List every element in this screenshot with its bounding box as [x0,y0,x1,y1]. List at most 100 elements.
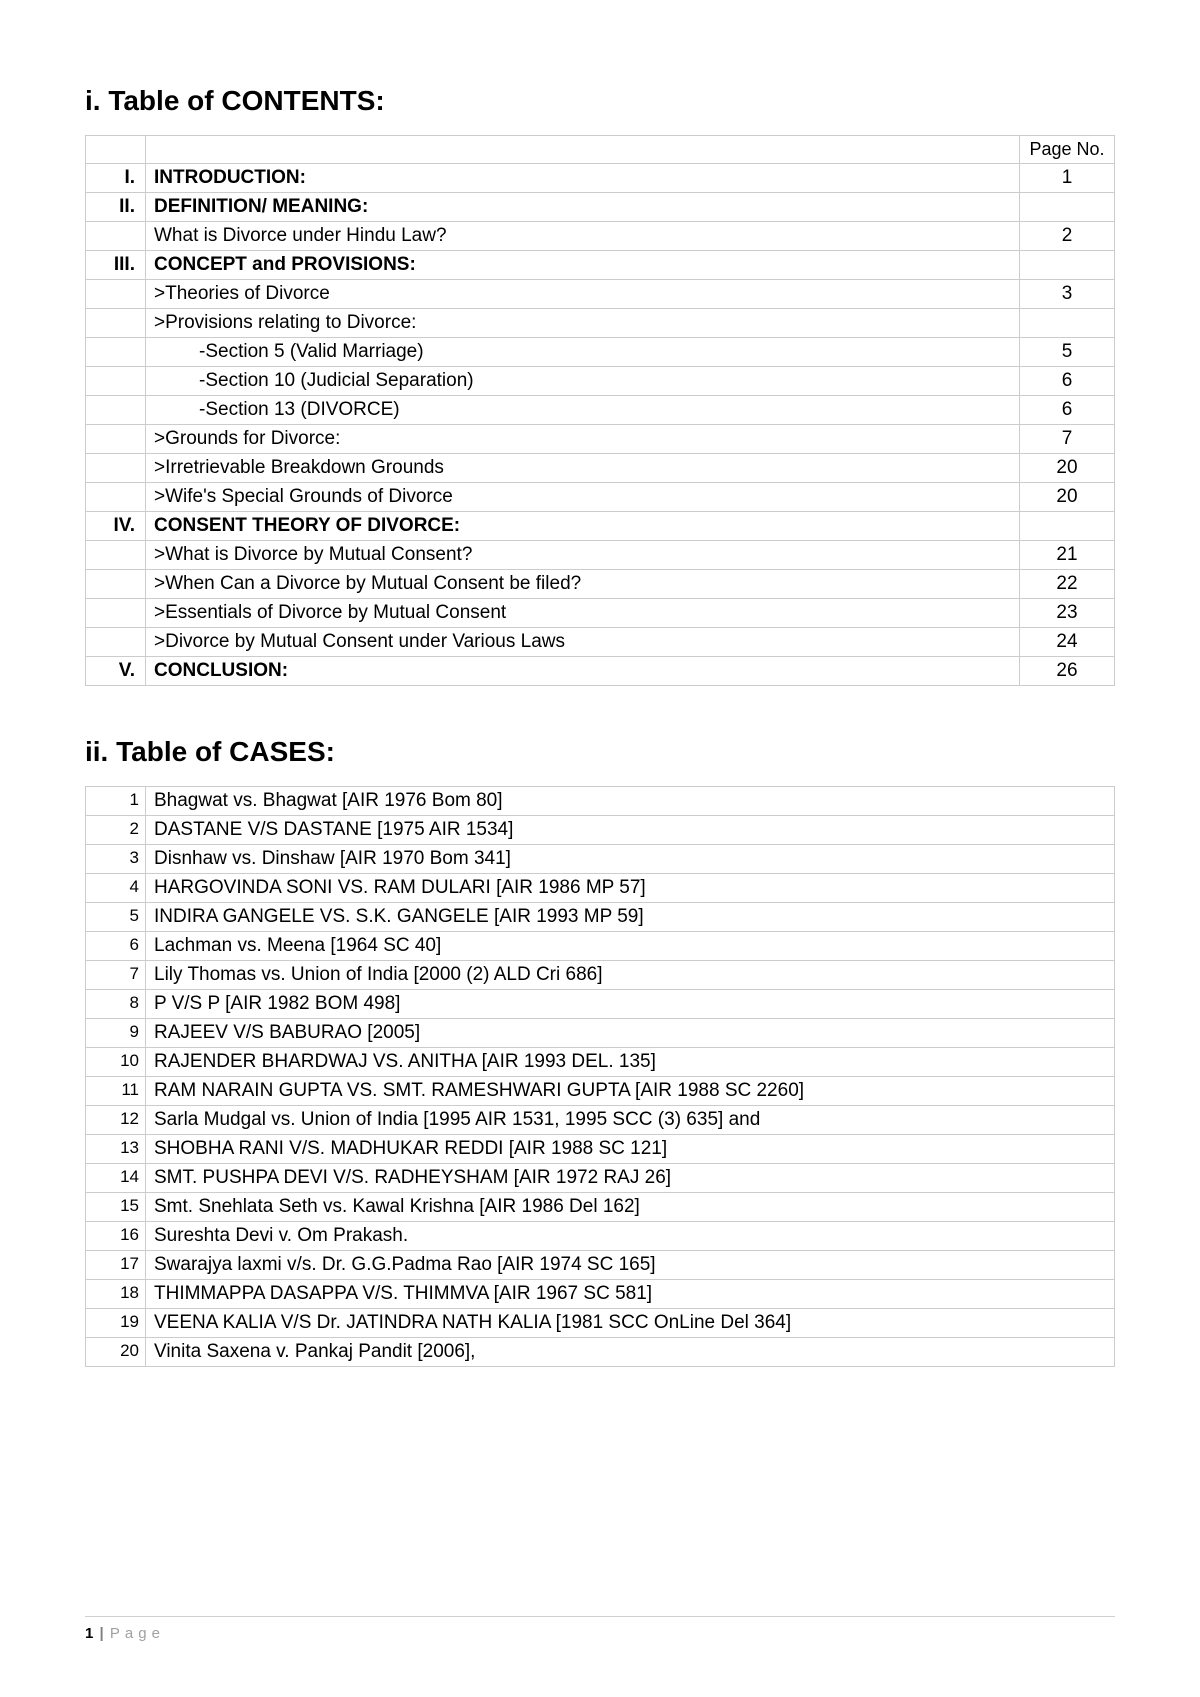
case-row-num: 9 [86,1019,146,1048]
toc-row-num [86,541,146,570]
toc-row: -Section 13 (DIVORCE)6 [86,396,1115,425]
case-row-num: 13 [86,1135,146,1164]
toc-row-title: What is Divorce under Hindu Law? [146,222,1020,251]
toc-row-page: 20 [1020,483,1115,512]
case-row-name: SHOBHA RANI V/S. MADHUKAR REDDI [AIR 198… [146,1135,1115,1164]
toc-row-num [86,425,146,454]
case-row: 2DASTANE V/S DASTANE [1975 AIR 1534] [86,816,1115,845]
toc-row-num [86,367,146,396]
toc-row-title: CONSENT THEORY OF DIVORCE: [146,512,1020,541]
case-row: 5INDIRA GANGELE VS. S.K. GANGELE [AIR 19… [86,903,1115,932]
case-row-num: 16 [86,1222,146,1251]
page-label: Page [110,1625,165,1642]
toc-row-num [86,454,146,483]
case-row: 20Vinita Saxena v. Pankaj Pandit [2006], [86,1338,1115,1367]
case-row-name: Swarajya laxmi v/s. Dr. G.G.Padma Rao [A… [146,1251,1115,1280]
case-row: 17Swarajya laxmi v/s. Dr. G.G.Padma Rao … [86,1251,1115,1280]
toc-row: -Section 5 (Valid Marriage)5 [86,338,1115,367]
toc-row-page: 24 [1020,628,1115,657]
toc-row: V.CONCLUSION:26 [86,657,1115,686]
page-footer: 1 | Page [85,1616,1115,1642]
toc-row-title: CONCLUSION: [146,657,1020,686]
toc-header-page: Page No. [1020,136,1115,164]
toc-row-num: III. [86,251,146,280]
toc-row: >Wife's Special Grounds of Divorce20 [86,483,1115,512]
toc-row-num: V. [86,657,146,686]
case-row-num: 2 [86,816,146,845]
case-row-name: Lachman vs. Meena [1964 SC 40] [146,932,1115,961]
toc-row-page [1020,512,1115,541]
case-row-num: 20 [86,1338,146,1367]
case-row-name: SMT. PUSHPA DEVI V/S. RADHEYSHAM [AIR 19… [146,1164,1115,1193]
toc-row-page [1020,251,1115,280]
case-row: 15Smt. Snehlata Seth vs. Kawal Krishna [… [86,1193,1115,1222]
case-row: 1Bhagwat vs. Bhagwat [AIR 1976 Bom 80] [86,787,1115,816]
toc-row-page: 6 [1020,396,1115,425]
toc-row-title: >Divorce by Mutual Consent under Various… [146,628,1020,657]
toc-row: II.DEFINITION/ MEANING: [86,193,1115,222]
case-row: 19VEENA KALIA V/S Dr. JATINDRA NATH KALI… [86,1309,1115,1338]
toc-row-title: -Section 10 (Judicial Separation) [146,367,1020,396]
toc-row: >Divorce by Mutual Consent under Various… [86,628,1115,657]
toc-row: What is Divorce under Hindu Law?2 [86,222,1115,251]
case-row-name: RAM NARAIN GUPTA VS. SMT. RAMESHWARI GUP… [146,1077,1115,1106]
case-row-name: RAJEEV V/S BABURAO [2005] [146,1019,1115,1048]
case-row-name: Smt. Snehlata Seth vs. Kawal Krishna [AI… [146,1193,1115,1222]
toc-row-title: -Section 5 (Valid Marriage) [146,338,1020,367]
toc-row-page: 22 [1020,570,1115,599]
case-row: 7Lily Thomas vs. Union of India [2000 (2… [86,961,1115,990]
toc-row-page [1020,193,1115,222]
toc-row: >What is Divorce by Mutual Consent?21 [86,541,1115,570]
case-row-num: 3 [86,845,146,874]
toc-row: III.CONCEPT and PROVISIONS: [86,251,1115,280]
case-row: 3Disnhaw vs. Dinshaw [AIR 1970 Bom 341] [86,845,1115,874]
toc-row-num [86,628,146,657]
case-row: 11RAM NARAIN GUPTA VS. SMT. RAMESHWARI G… [86,1077,1115,1106]
toc-row: -Section 10 (Judicial Separation)6 [86,367,1115,396]
cases-table: 1Bhagwat vs. Bhagwat [AIR 1976 Bom 80]2D… [85,786,1115,1367]
case-row: 12Sarla Mudgal vs. Union of India [1995 … [86,1106,1115,1135]
case-row: 9RAJEEV V/S BABURAO [2005] [86,1019,1115,1048]
case-row-name: INDIRA GANGELE VS. S.K. GANGELE [AIR 199… [146,903,1115,932]
case-row-num: 5 [86,903,146,932]
toc-row-page: 21 [1020,541,1115,570]
case-row-name: Sarla Mudgal vs. Union of India [1995 AI… [146,1106,1115,1135]
toc-row-title: >Theories of Divorce [146,280,1020,309]
toc-header-num [86,136,146,164]
case-row-num: 11 [86,1077,146,1106]
case-row: 6Lachman vs. Meena [1964 SC 40] [86,932,1115,961]
toc-row-title: DEFINITION/ MEANING: [146,193,1020,222]
toc-row: >Provisions relating to Divorce: [86,309,1115,338]
case-row-name: Lily Thomas vs. Union of India [2000 (2)… [146,961,1115,990]
toc-row: >Essentials of Divorce by Mutual Consent… [86,599,1115,628]
case-row: 16Sureshta Devi v. Om Prakash. [86,1222,1115,1251]
toc-row-num [86,570,146,599]
toc-row-title: >What is Divorce by Mutual Consent? [146,541,1020,570]
toc-row-title: CONCEPT and PROVISIONS: [146,251,1020,280]
page-separator: | [100,1625,104,1642]
case-row-num: 17 [86,1251,146,1280]
toc-row-title: -Section 13 (DIVORCE) [146,396,1020,425]
toc-row-num: II. [86,193,146,222]
case-row-name: THIMMAPPA DASAPPA V/S. THIMMVA [AIR 1967… [146,1280,1115,1309]
toc-row-page: 3 [1020,280,1115,309]
case-row: 4HARGOVINDA SONI VS. RAM DULARI [AIR 198… [86,874,1115,903]
case-row: 18THIMMAPPA DASAPPA V/S. THIMMVA [AIR 19… [86,1280,1115,1309]
toc-row-num [86,483,146,512]
case-row-num: 14 [86,1164,146,1193]
toc-row-num [86,599,146,628]
toc-row-title: INTRODUCTION: [146,164,1020,193]
toc-row-num: I. [86,164,146,193]
toc-row-page: 26 [1020,657,1115,686]
toc-row-num [86,309,146,338]
toc-row-title: >Grounds for Divorce: [146,425,1020,454]
case-row-num: 18 [86,1280,146,1309]
toc-row-page: 23 [1020,599,1115,628]
case-row: 10RAJENDER BHARDWAJ VS. ANITHA [AIR 1993… [86,1048,1115,1077]
toc-row-num [86,396,146,425]
case-row-name: P V/S P [AIR 1982 BOM 498] [146,990,1115,1019]
case-row-name: HARGOVINDA SONI VS. RAM DULARI [AIR 1986… [146,874,1115,903]
toc-row-page [1020,309,1115,338]
toc-row-page: 2 [1020,222,1115,251]
case-row-name: DASTANE V/S DASTANE [1975 AIR 1534] [146,816,1115,845]
